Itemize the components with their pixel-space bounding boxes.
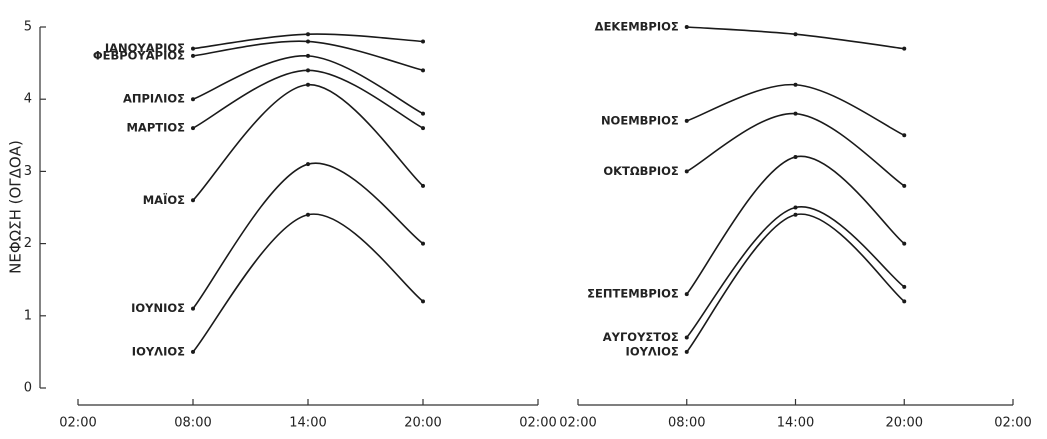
point [191, 198, 195, 203]
point [306, 212, 310, 217]
x-tick-label: 08:00 [174, 416, 211, 431]
series-label: ΜΑΪΟΣ [143, 192, 185, 207]
point [421, 241, 425, 246]
point [421, 39, 425, 44]
point [793, 32, 798, 37]
point [421, 68, 425, 73]
series-line [686, 83, 905, 137]
x-tick-label: 08:00 [668, 416, 705, 431]
point [902, 46, 907, 51]
series-label: ΦΕΒΡΟΥΑΡΙΟΣ [93, 48, 185, 62]
y-tick-label: 1 [24, 308, 32, 323]
series-label: ΑΥΓΟΥΣΤΟΣ [603, 330, 679, 344]
series-label: ΝΟΕΜΒΡΙΟΣ [601, 113, 679, 127]
point [902, 299, 907, 304]
series-line [192, 162, 424, 310]
series-label: ΣΕΠΤΕΜΒΡΙΟΣ [587, 287, 679, 301]
y-tick-label: 4 [24, 92, 32, 107]
series-label: ΙΑΝΟΥΑΡΙΟΣ [105, 41, 185, 55]
point [306, 82, 310, 87]
series-line [686, 206, 905, 338]
point [902, 183, 907, 188]
y-tick-label: 3 [24, 164, 32, 179]
point [793, 82, 798, 87]
series-label: ΑΠΡΙΛΙΟΣ [123, 92, 185, 106]
series-label: ΙΟΥΛΙΟΣ [626, 344, 679, 358]
point [306, 68, 310, 73]
point [421, 111, 425, 116]
point [421, 299, 425, 304]
x-tick-label: 02:00 [59, 416, 96, 431]
y-tick-label: 5 [24, 20, 32, 35]
point [793, 154, 798, 159]
x-tick-label: 02:00 [994, 416, 1031, 431]
x-tick-label: 14:00 [289, 416, 326, 431]
point [421, 183, 425, 188]
series-label: ΙΟΥΝΙΟΣ [131, 301, 185, 315]
y-tick-label: 2 [24, 236, 32, 251]
point [191, 53, 195, 58]
x-tick-label: 20:00 [886, 416, 923, 431]
series-line [192, 83, 424, 201]
y-axis-label: ΝΕΦΩΣΗ (ΟΓΔΟΑ) [7, 140, 25, 274]
series-line [686, 26, 905, 50]
point [421, 126, 425, 131]
point [902, 133, 907, 138]
point [793, 205, 798, 210]
x-tick-label: 02:00 [519, 416, 556, 431]
point [306, 53, 310, 58]
point [684, 118, 689, 123]
series-label: ΙΟΥΛΙΟΣ [132, 344, 185, 358]
series-line [686, 155, 905, 295]
series-line [686, 112, 905, 187]
point [902, 284, 907, 289]
point [306, 162, 310, 167]
series-line [686, 213, 905, 353]
series-line [192, 69, 424, 129]
point [684, 25, 689, 29]
point [191, 46, 195, 51]
point [306, 32, 310, 37]
series-label: ΜΑΡΤΙΟΣ [126, 121, 185, 135]
point [902, 241, 907, 246]
point [191, 97, 195, 102]
series-label: ΟΚΤΩΒΡΙΟΣ [603, 164, 679, 178]
point [793, 212, 798, 217]
y-tick-label: 0 [24, 381, 32, 396]
point [684, 335, 689, 340]
point [191, 306, 195, 311]
series-line [192, 213, 424, 353]
point [684, 169, 689, 174]
point [191, 349, 195, 354]
point [793, 111, 798, 116]
point [684, 349, 689, 354]
series-label: ΔΕΚΕΜΒΡΙΟΣ [595, 20, 679, 34]
x-tick-label: 14:00 [777, 416, 814, 431]
x-tick-label: 20:00 [404, 416, 441, 431]
x-tick-label: 02:00 [559, 416, 596, 431]
point [306, 39, 310, 44]
point [191, 126, 195, 131]
point [684, 292, 689, 297]
